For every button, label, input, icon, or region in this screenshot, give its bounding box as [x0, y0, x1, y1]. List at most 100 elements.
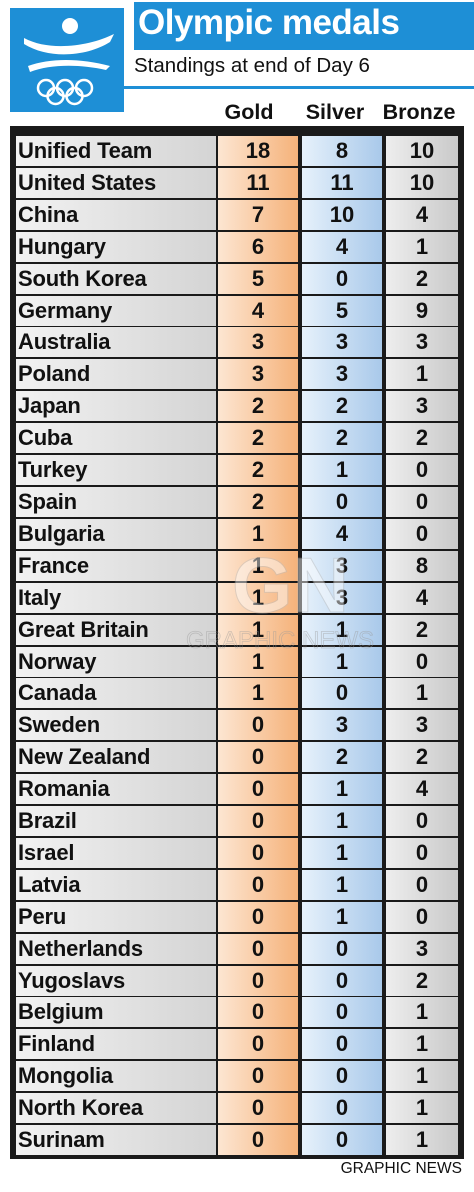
bronze-count: 0 — [386, 455, 458, 486]
silver-count: 4 — [302, 518, 382, 549]
country-name: South Korea — [16, 263, 216, 294]
table-row: Hungary 6 4 1 — [10, 231, 464, 262]
silver-count: 3 — [302, 359, 382, 390]
country-name: Yugoslavs — [16, 965, 216, 996]
silver-count: 8 — [302, 136, 382, 166]
medal-table-rows: Unified Team 18 8 10 United States 11 11 10 Chin… — [10, 136, 464, 1157]
silver-count: 1 — [302, 455, 382, 486]
medal-table: Unified Team 18 8 10 United States 11 11 10 Chin… — [10, 126, 464, 1159]
country-name: Mongolia — [16, 1061, 216, 1092]
bronze-count: 1 — [386, 1029, 458, 1060]
silver-count: 3 — [302, 550, 382, 581]
country-name: Poland — [16, 359, 216, 390]
bronze-count: 10 — [386, 136, 458, 166]
table-row: Canada 1 0 1 — [10, 678, 464, 709]
silver-count: 0 — [302, 678, 382, 709]
bronze-count: 8 — [386, 550, 458, 581]
table-row: Yugoslavs 0 0 2 — [10, 965, 464, 996]
gold-count: 0 — [218, 1125, 298, 1156]
country-name: Romania — [16, 774, 216, 805]
silver-count: 10 — [302, 199, 382, 230]
gold-count: 1 — [218, 518, 298, 549]
gold-count: 0 — [218, 742, 298, 773]
silver-count: 2 — [302, 391, 382, 422]
country-name: Bulgaria — [16, 518, 216, 549]
bronze-count: 0 — [386, 837, 458, 868]
gold-count: 4 — [218, 295, 298, 326]
barcelona-1992-olympic-logo-icon — [10, 8, 124, 112]
gold-count: 6 — [218, 231, 298, 262]
table-row: Belgium 0 0 1 — [10, 997, 464, 1028]
country-name: Turkey — [16, 455, 216, 486]
gold-count: 0 — [218, 710, 298, 741]
column-header-bronze: Bronze — [382, 100, 456, 124]
gold-count: 5 — [218, 263, 298, 294]
gold-count: 2 — [218, 486, 298, 517]
table-row: Norway 1 1 0 — [10, 646, 464, 677]
country-name: Israel — [16, 837, 216, 868]
country-name: North Korea — [16, 1093, 216, 1124]
country-name: Brazil — [16, 806, 216, 837]
silver-count: 1 — [302, 806, 382, 837]
column-header-silver: Silver — [305, 100, 365, 124]
bronze-count: 1 — [386, 1125, 458, 1156]
table-row: China 7 10 4 — [10, 199, 464, 230]
silver-count: 2 — [302, 423, 382, 454]
gold-count: 7 — [218, 199, 298, 230]
bronze-count: 3 — [386, 391, 458, 422]
bronze-count: 1 — [386, 997, 458, 1028]
table-row: Romania 0 1 4 — [10, 774, 464, 805]
gold-count: 0 — [218, 1061, 298, 1092]
silver-count: 3 — [302, 710, 382, 741]
gold-count: 0 — [218, 1093, 298, 1124]
bronze-count: 0 — [386, 869, 458, 900]
gold-count: 1 — [218, 550, 298, 581]
table-row: Italy 1 3 4 — [10, 582, 464, 613]
silver-count: 0 — [302, 1061, 382, 1092]
bronze-count: 1 — [386, 231, 458, 262]
gold-count: 18 — [218, 136, 298, 166]
gold-count: 2 — [218, 455, 298, 486]
country-name: Sweden — [16, 710, 216, 741]
silver-count: 4 — [302, 231, 382, 262]
gold-count: 3 — [218, 327, 298, 358]
bronze-count: 2 — [386, 742, 458, 773]
country-name: Spain — [16, 486, 216, 517]
country-name: Cuba — [16, 423, 216, 454]
silver-count: 0 — [302, 486, 382, 517]
gold-count: 0 — [218, 997, 298, 1028]
table-row: Unified Team 18 8 10 — [10, 136, 464, 166]
country-name: United States — [16, 167, 216, 198]
table-row: Japan 2 2 3 — [10, 391, 464, 422]
silver-count: 3 — [302, 327, 382, 358]
gold-count: 0 — [218, 1029, 298, 1060]
header-rule — [124, 86, 474, 89]
country-name: Norway — [16, 646, 216, 677]
gold-count: 2 — [218, 423, 298, 454]
silver-count: 0 — [302, 997, 382, 1028]
country-name: Italy — [16, 582, 216, 613]
gold-count: 2 — [218, 391, 298, 422]
bronze-count: 3 — [386, 933, 458, 964]
silver-count: 0 — [302, 263, 382, 294]
silver-count: 0 — [302, 1125, 382, 1156]
bronze-count: 1 — [386, 1061, 458, 1092]
silver-count: 0 — [302, 933, 382, 964]
silver-count: 5 — [302, 295, 382, 326]
silver-count: 1 — [302, 869, 382, 900]
bronze-count: 3 — [386, 710, 458, 741]
bronze-count: 0 — [386, 518, 458, 549]
gold-count: 3 — [218, 359, 298, 390]
chart-subtitle: Standings at end of Day 6 — [134, 54, 370, 77]
gold-count: 1 — [218, 614, 298, 645]
country-name: China — [16, 199, 216, 230]
bronze-count: 2 — [386, 965, 458, 996]
country-name: Latvia — [16, 869, 216, 900]
table-row: Great Britain 1 1 2 — [10, 614, 464, 645]
table-row: Israel 0 1 0 — [10, 837, 464, 868]
table-row: Finland 0 0 1 — [10, 1029, 464, 1060]
country-name: Canada — [16, 678, 216, 709]
country-name: Hungary — [16, 231, 216, 262]
country-name: Belgium — [16, 997, 216, 1028]
table-row: United States 11 11 10 — [10, 167, 464, 198]
